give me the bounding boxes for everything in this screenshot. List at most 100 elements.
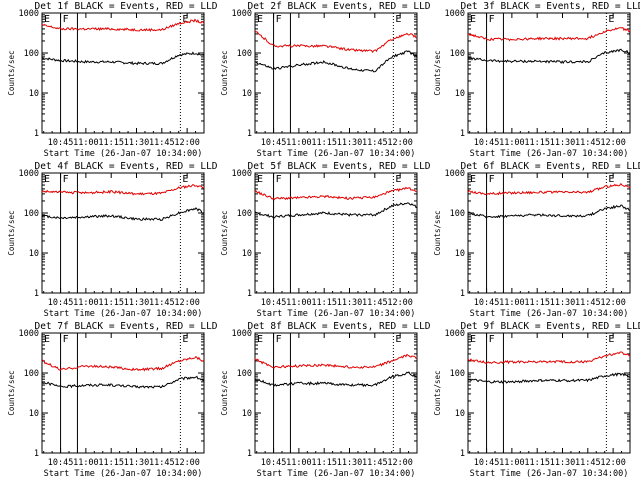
time-marker-label: F	[489, 334, 495, 345]
time-marker-label: E	[44, 174, 50, 185]
x-tick-label: 12:00	[600, 138, 626, 148]
x-tick-label: 11:00	[286, 458, 312, 468]
time-marker-label: F	[63, 14, 69, 25]
y-tick-label: 100	[450, 209, 465, 219]
x-tick-label: 11:30	[124, 298, 150, 308]
detector-panel-8: Det 8f BLACK = Events, RED = LLD Counts/s…	[220, 321, 431, 479]
panel-title: Det 8f BLACK = Events, RED = LLD	[247, 321, 430, 332]
x-tick-label: 11:30	[124, 458, 150, 468]
y-tick-label: 100	[237, 49, 252, 59]
y-tick-label: 1000	[232, 169, 252, 179]
y-axis-label: Counts/sec	[433, 210, 442, 255]
series-line-events	[254, 371, 418, 388]
x-tick-label: 11:30	[337, 298, 363, 308]
plot-frame	[467, 332, 631, 454]
x-tick-label: 12:00	[174, 458, 200, 468]
x-tick-label: 11:15	[311, 458, 337, 468]
series-line-lld	[41, 355, 205, 372]
plot-frame	[41, 12, 205, 134]
x-tick-label: 11:45	[149, 138, 175, 148]
y-axis-label: Counts/sec	[220, 210, 229, 255]
x-tick-label: 11:15	[98, 298, 124, 308]
x-tick-label: 11:30	[337, 458, 363, 468]
x-tick-label: 12:00	[174, 138, 200, 148]
series-line-lld	[467, 351, 631, 365]
detector-panel-2: Det 2f BLACK = Events, RED = LLD Counts/s…	[220, 1, 431, 159]
y-tick-label: 1000	[19, 329, 39, 339]
y-tick-label: 1000	[232, 329, 252, 339]
x-tick-label: 11:45	[362, 138, 388, 148]
time-marker-label: E	[44, 334, 50, 345]
y-tick-label: 10	[29, 89, 39, 99]
x-tick-label: 10:45	[474, 138, 500, 148]
series-line-events	[254, 50, 418, 73]
y-tick-label: 1	[247, 129, 252, 139]
y-axis-label: Counts/sec	[433, 370, 442, 415]
x-tick-label: 11:30	[550, 298, 576, 308]
y-tick-label: 10	[455, 89, 465, 99]
time-marker-label: E	[182, 174, 188, 185]
detector-panel-1: Det 1f BLACK = Events, RED = LLD Counts/s…	[7, 1, 218, 159]
time-marker-label: E	[395, 334, 401, 345]
series-line-events	[467, 372, 631, 384]
detector-panel-4: Det 4f BLACK = Events, RED = LLD Counts/s…	[7, 161, 218, 319]
time-marker-label: E	[470, 174, 476, 185]
y-tick-label: 1000	[19, 169, 39, 179]
y-axis-label: Counts/sec	[7, 50, 16, 95]
y-axis-label: Counts/sec	[7, 210, 16, 255]
y-tick-label: 1	[34, 129, 39, 139]
series-line-lld	[254, 186, 417, 201]
time-marker-label: E	[257, 14, 263, 25]
panel-title: Det 1f BLACK = Events, RED = LLD	[34, 1, 217, 12]
panel-title: Det 4f BLACK = Events, RED = LLD	[34, 161, 217, 172]
x-tick-label: 11:45	[575, 298, 601, 308]
time-marker-label: E	[608, 174, 614, 185]
time-marker-label: F	[63, 174, 69, 185]
x-axis-label: Start Time (26-Jan-07 10:34:00)	[44, 469, 203, 479]
y-tick-label: 10	[29, 409, 39, 419]
y-axis-label: Counts/sec	[7, 370, 16, 415]
time-marker-label: F	[489, 174, 495, 185]
x-tick-label: 11:45	[362, 458, 388, 468]
time-marker-label: E	[44, 14, 50, 25]
y-tick-label: 100	[237, 209, 252, 219]
y-tick-label: 100	[450, 49, 465, 59]
y-tick-label: 100	[24, 49, 39, 59]
series-line-lld	[467, 182, 631, 196]
series-line-events	[467, 48, 631, 65]
series-line-events	[42, 51, 205, 66]
time-marker-label: E	[470, 334, 476, 345]
y-tick-label: 1000	[445, 329, 465, 339]
x-axis-label: Start Time (26-Jan-07 10:34:00)	[257, 149, 416, 159]
x-tick-label: 11:00	[499, 138, 525, 148]
y-tick-label: 10	[455, 409, 465, 419]
x-axis-label: Start Time (26-Jan-07 10:34:00)	[44, 149, 203, 159]
detector-panel-9: Det 9f BLACK = Events, RED = LLD Counts/s…	[433, 321, 640, 479]
x-tick-label: 11:45	[362, 298, 388, 308]
series-line-lld	[254, 30, 418, 53]
x-tick-label: 10:45	[261, 458, 287, 468]
plot-frame	[254, 12, 418, 134]
x-tick-label: 11:15	[524, 458, 550, 468]
y-axis-label: Counts/sec	[220, 370, 229, 415]
y-tick-label: 1	[247, 449, 252, 459]
y-tick-label: 1	[460, 289, 465, 299]
y-tick-label: 1	[34, 289, 39, 299]
x-tick-label: 12:00	[387, 298, 413, 308]
series-line-events	[467, 204, 631, 219]
y-tick-label: 100	[24, 209, 39, 219]
x-tick-label: 11:15	[311, 298, 337, 308]
x-tick-label: 11:00	[286, 298, 312, 308]
x-tick-label: 11:00	[73, 458, 99, 468]
time-marker-label: E	[257, 174, 263, 185]
y-tick-label: 100	[450, 369, 465, 379]
x-tick-label: 11:45	[149, 458, 175, 468]
plot-frame	[254, 332, 418, 454]
x-tick-label: 12:00	[600, 298, 626, 308]
x-tick-label: 10:45	[261, 138, 287, 148]
y-tick-label: 1	[34, 449, 39, 459]
x-tick-label: 10:45	[48, 138, 74, 148]
x-tick-label: 10:45	[48, 458, 74, 468]
x-tick-label: 10:45	[474, 458, 500, 468]
x-tick-label: 10:45	[474, 298, 500, 308]
